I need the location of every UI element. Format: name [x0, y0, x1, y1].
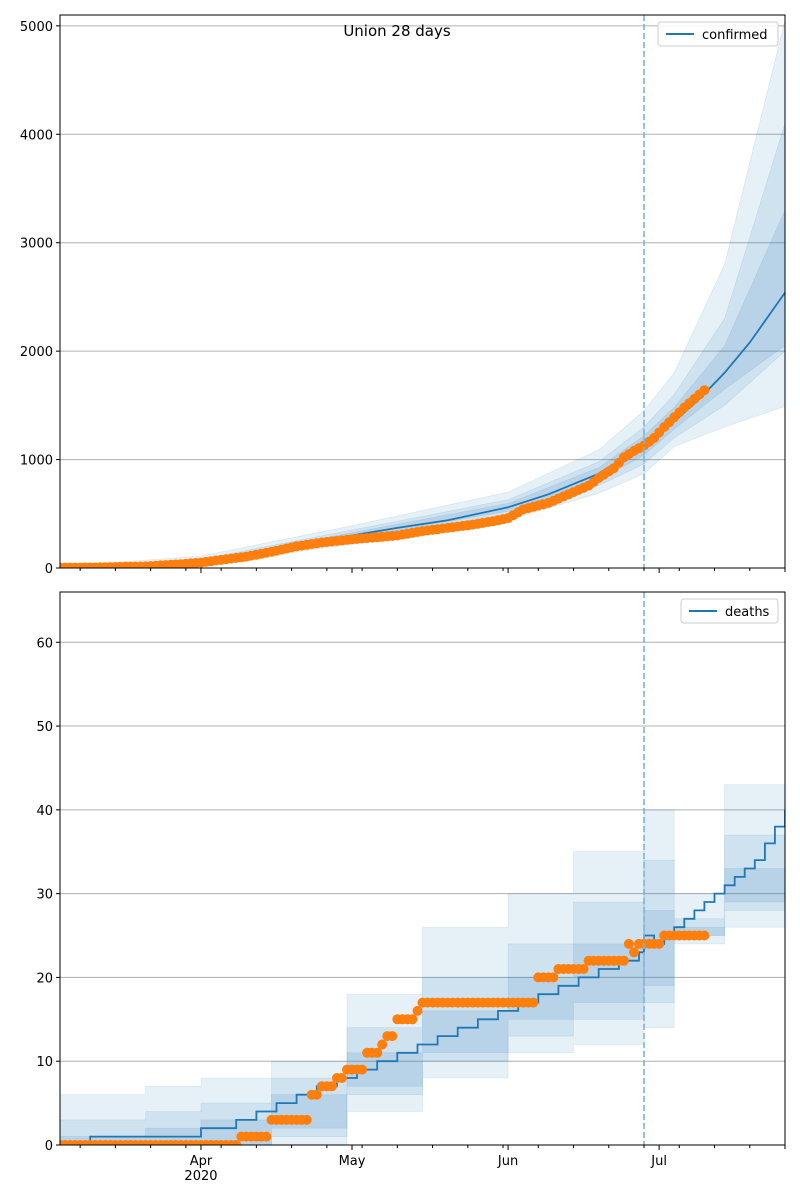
observed-point: [261, 1131, 272, 1142]
legend-label: confirmed: [702, 28, 768, 43]
x-tick-label: May: [339, 1154, 366, 1169]
observed-point: [548, 972, 559, 983]
band-mid: [643, 123, 785, 465]
x-tick-label: Apr: [190, 1154, 213, 1169]
y-tick-label: 1000: [20, 454, 53, 469]
observed-point: [623, 938, 634, 949]
observed-point: [326, 1081, 337, 1092]
plot-area: [60, 20, 785, 568]
observed-point: [377, 1039, 388, 1050]
observed-point: [654, 938, 665, 949]
legend-label: deaths: [725, 605, 770, 620]
y-tick-label: 4000: [20, 128, 53, 143]
x-tick-label: Jul: [650, 1154, 667, 1169]
y-tick-label: 30: [36, 888, 53, 903]
plot-area: [60, 592, 785, 1145]
observed-point: [311, 1089, 322, 1100]
y-tick-label: 0: [45, 1139, 53, 1154]
y-tick-label: 2000: [20, 345, 53, 360]
observed-point: [336, 1073, 347, 1083]
x-tick-label: Jun: [497, 1154, 518, 1169]
observed-point: [301, 1114, 312, 1125]
y-tick-label: 20: [36, 971, 53, 986]
y-tick-label: 5000: [20, 20, 53, 35]
observed-point: [357, 1064, 368, 1075]
chart-title: Union 28 days: [343, 22, 451, 40]
band-outer: [643, 20, 785, 475]
y-tick-label: 40: [36, 804, 53, 819]
observed-point: [629, 947, 639, 958]
x-tick-label: 2020: [184, 1169, 217, 1184]
observed-point: [372, 1047, 383, 1058]
legend-box: [657, 21, 779, 47]
band-inner: [643, 751, 785, 987]
observed-point: [578, 964, 589, 974]
observed-point: [618, 955, 629, 966]
observed-point: [231, 1140, 242, 1145]
y-tick-label: 10: [36, 1055, 53, 1070]
axes-frame: [59, 14, 786, 569]
legend-box: [680, 598, 779, 624]
observed-point: [407, 1014, 418, 1025]
observed-point: [528, 997, 539, 1008]
y-tick-label: 60: [36, 636, 53, 651]
axes-frame: [59, 591, 786, 1146]
observed-point: [412, 1005, 423, 1016]
observed-point: [387, 1031, 398, 1042]
observed-point: [699, 385, 710, 396]
y-tick-label: 0: [45, 562, 53, 577]
y-tick-label: 3000: [20, 237, 53, 252]
observed-point: [699, 930, 710, 941]
y-tick-label: 50: [36, 720, 53, 735]
band-outer: [643, 592, 785, 1028]
